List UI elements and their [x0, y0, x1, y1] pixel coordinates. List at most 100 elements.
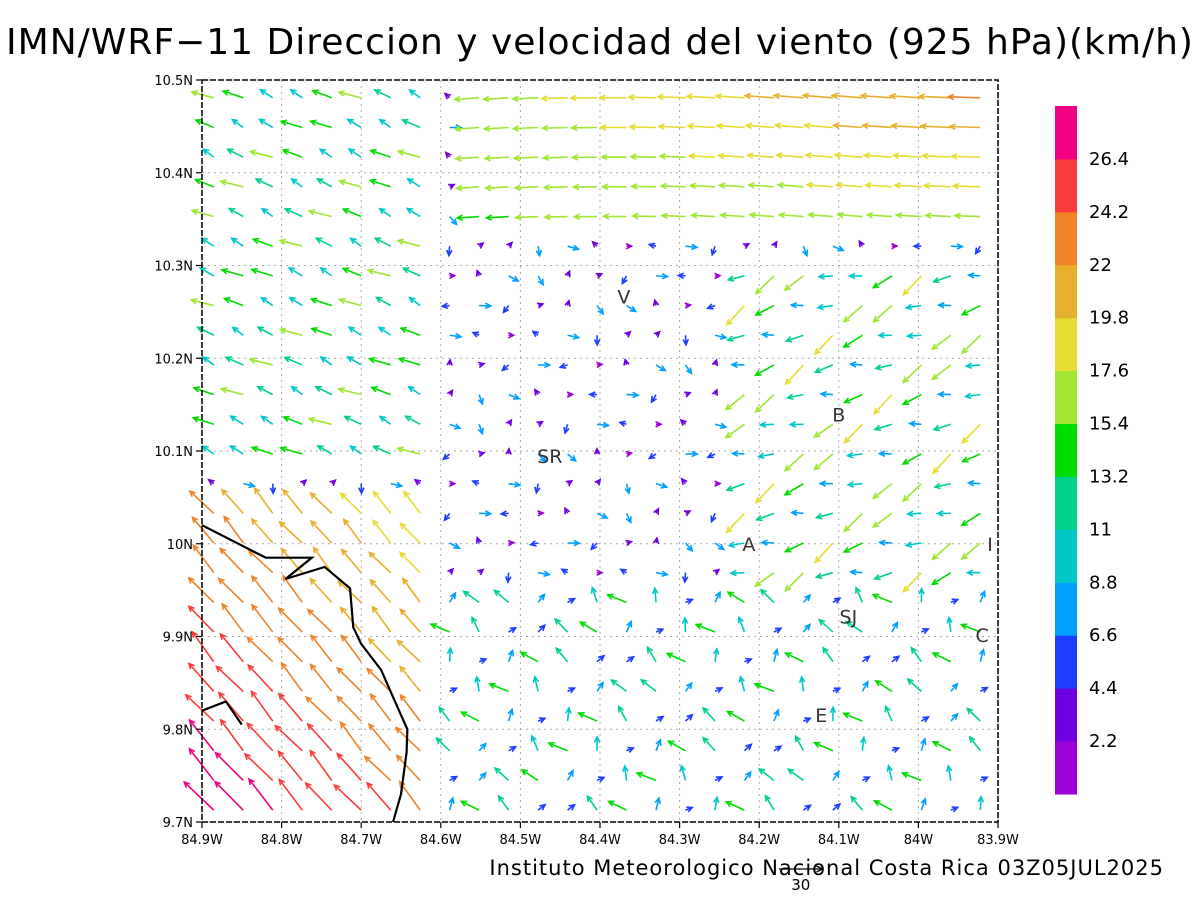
wind-arrow	[912, 242, 922, 250]
wind-arrow	[475, 268, 483, 277]
wind-arrow	[564, 269, 571, 278]
wind-arrow	[979, 776, 989, 783]
wind-arrow	[813, 364, 834, 374]
wind-arrow	[783, 542, 804, 553]
wind-arrow	[655, 715, 665, 723]
legend-label: 15.4	[1089, 414, 1129, 435]
wind-arrow	[217, 577, 244, 603]
wind-arrow	[931, 652, 952, 663]
wind-arrow	[449, 687, 459, 694]
wind-arrow	[743, 743, 753, 752]
wind-arrow	[519, 651, 539, 663]
legend-label: 26.4	[1089, 149, 1129, 170]
wind-arrow	[449, 332, 463, 340]
wind-arrow	[560, 568, 568, 575]
wind-arrow	[448, 591, 457, 603]
wind-arrow	[596, 776, 606, 783]
wind-arrow	[368, 551, 392, 574]
wind-arrow	[253, 486, 274, 514]
wind-arrow	[566, 391, 575, 398]
wind-arrow	[891, 242, 899, 250]
wind-arrow	[590, 542, 598, 551]
wind-arrow	[593, 735, 601, 751]
wind-arrow	[812, 423, 834, 438]
wind-arrow	[625, 450, 634, 458]
wind-arrow	[277, 692, 303, 722]
wind-arrow	[567, 539, 581, 547]
wind-arrow	[785, 393, 804, 401]
wind-arrow	[251, 237, 274, 247]
wind-arrow	[481, 95, 509, 103]
wind-arrow	[446, 388, 454, 397]
reference-arrowhead	[816, 865, 824, 873]
wind-arrow	[832, 802, 842, 811]
wind-arrow	[228, 444, 244, 455]
wind-arrow	[773, 122, 804, 129]
wind-arrow	[948, 123, 981, 130]
wind-arrow	[813, 334, 834, 356]
wind-arrow	[243, 481, 257, 489]
wind-arrow	[367, 722, 392, 752]
wind-arrow	[647, 452, 657, 460]
wind-arrow	[931, 542, 952, 561]
wind-arrow	[822, 646, 834, 663]
wind-arrow	[724, 800, 745, 811]
wind-arrow	[863, 182, 892, 189]
wind-arrow	[802, 804, 812, 811]
wind-arrow	[685, 93, 716, 100]
wind-arrow	[832, 687, 842, 694]
wind-arrow	[507, 648, 515, 662]
wind-arrow	[477, 568, 485, 576]
wind-arrow	[861, 655, 871, 663]
wind-arrow	[483, 154, 509, 162]
wind-arrow	[215, 665, 244, 692]
wind-arrow	[803, 717, 812, 724]
wind-arrow	[477, 361, 486, 369]
wind-arrow	[902, 572, 922, 593]
wind-arrow	[774, 152, 804, 159]
place-label: E	[815, 705, 827, 727]
wind-arrow	[193, 178, 215, 188]
wind-arrow	[511, 125, 539, 132]
wind-arrow	[652, 536, 660, 545]
wind-arrow	[339, 606, 362, 633]
y-tick-label: 9.9N	[163, 631, 193, 646]
wind-arrow	[282, 488, 303, 514]
wind-arrow	[540, 124, 568, 132]
wind-arrow	[910, 646, 923, 663]
wind-arrow	[600, 183, 627, 191]
wind-arrow	[429, 623, 450, 633]
wind-arrow	[455, 214, 480, 222]
wind-arrow	[401, 577, 421, 603]
wind-arrow	[477, 424, 484, 436]
wind-arrow	[445, 246, 453, 258]
legend-label: 6.6	[1089, 625, 1118, 646]
wind-arrow	[370, 386, 391, 396]
wind-arrow	[438, 705, 451, 722]
wind-arrow	[279, 119, 303, 129]
wind-arrow	[953, 212, 981, 220]
wind-arrow	[278, 238, 303, 247]
wind-arrow	[308, 119, 332, 129]
wind-arrow	[742, 242, 751, 250]
wind-arrow	[282, 415, 303, 426]
wind-arrow	[567, 244, 581, 252]
wind-arrow	[886, 764, 893, 781]
wind-arrow	[685, 450, 699, 458]
wind-arrow	[399, 607, 421, 633]
wind-arrow	[758, 421, 774, 428]
wind-arrow	[250, 517, 274, 544]
wind-arrow	[931, 275, 952, 284]
wind-arrow	[684, 681, 693, 692]
wind-arrow	[188, 747, 215, 781]
wind-arrow	[564, 506, 571, 515]
wind-arrow	[872, 800, 893, 811]
coastline-path	[201, 524, 409, 823]
wind-arrow	[710, 245, 717, 257]
wind-arrow	[829, 705, 837, 722]
wind-arrow	[191, 630, 215, 663]
wind-arrow	[443, 92, 452, 100]
wind-arrow	[714, 333, 728, 340]
wind-arrow	[965, 707, 981, 722]
y-tick-label: 10.1N	[154, 445, 193, 460]
